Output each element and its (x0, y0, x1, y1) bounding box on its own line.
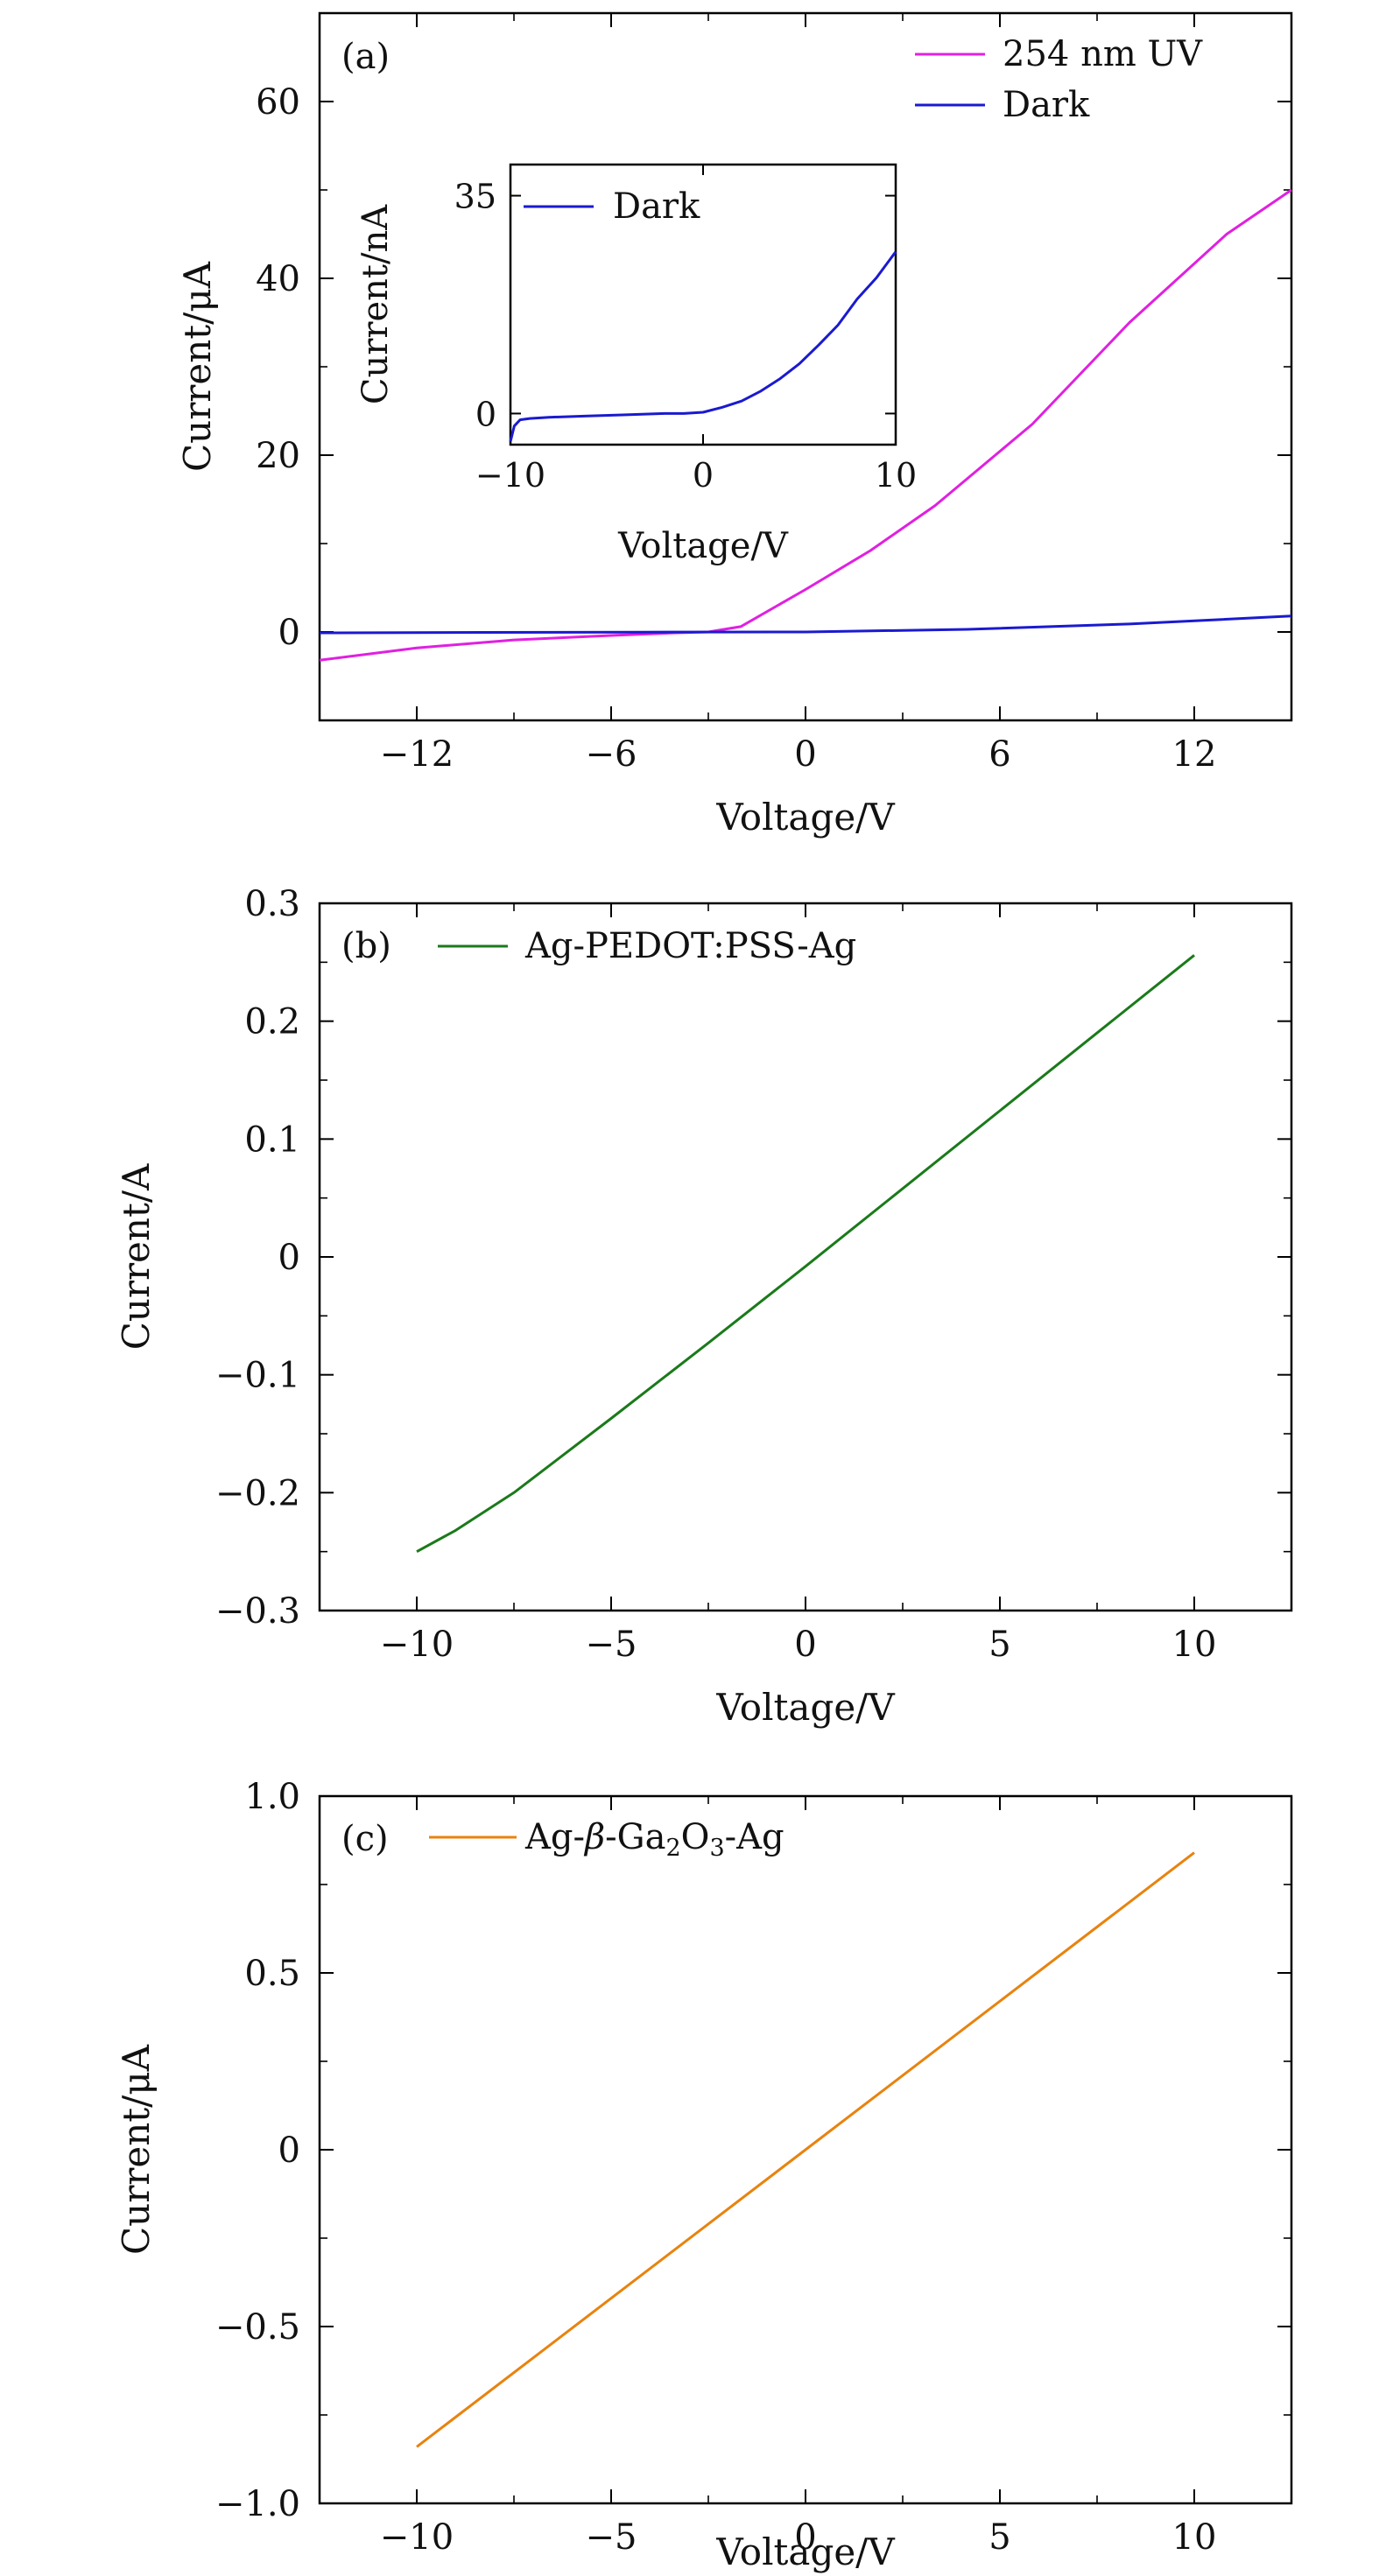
panel-a-y-axis-title: Current/μA (176, 261, 219, 472)
legend-label-uv: 254 nm UV (1003, 34, 1203, 74)
series-line-0 (319, 188, 1292, 662)
panel-b-frame (318, 902, 1293, 1612)
inset-frame (509, 163, 897, 446)
panel-b-tag: (b) (341, 926, 391, 966)
x-tick-label: 10 (1172, 1625, 1217, 1665)
y-tick-label: 0.2 (244, 1002, 300, 1042)
inset-x-ticks: −10 0 10 (475, 165, 917, 495)
legend-label-ga2o3: Ag-β-Ga2O3-Ag (524, 1817, 784, 1862)
x-tick-label: −5 (586, 1625, 637, 1665)
panel-c-series (416, 1851, 1195, 2448)
panel-b-legend: Ag-PEDOT:PSS-Ag (438, 926, 856, 966)
series-line-0 (509, 250, 897, 442)
x-tick-label: −6 (586, 734, 637, 775)
y-tick-label: 20 (256, 436, 300, 476)
x-tick-label: 10 (875, 456, 917, 495)
panel-c-tag: (c) (341, 1819, 389, 1859)
panel-a-y-ticks: 0 20 40 60 (256, 82, 1291, 653)
y-tick-label: 0 (278, 613, 300, 653)
legend-label-suffix: -Ag (725, 1817, 784, 1857)
panel-b-y-ticks: −0.3 −0.2 −0.1 0 0.1 0.2 0.3 (215, 884, 1291, 1632)
legend-label-prefix: Ag- (524, 1817, 585, 1857)
series-line-0 (416, 1851, 1195, 2448)
panel-a-inset: −10 0 10 0 35 Voltage/V Current/nA Dark (355, 163, 917, 566)
series-line-0 (416, 954, 1195, 1554)
x-tick-label: 6 (989, 734, 1010, 775)
panel-c-x-axis-title: Voltage/V (715, 2530, 895, 2573)
x-tick-label: 5 (989, 1625, 1010, 1665)
panel-c-legend: Ag-β-Ga2O3-Ag (429, 1817, 784, 1862)
legend-label-pedot: Ag-PEDOT:PSS-Ag (524, 926, 856, 966)
inset-series (509, 250, 897, 442)
x-tick-label: −5 (586, 2517, 637, 2558)
legend-label-o: O (681, 1817, 710, 1857)
panel-a-series (319, 188, 1292, 662)
x-tick-label: −10 (475, 456, 545, 495)
y-tick-label: −0.5 (215, 2307, 300, 2348)
inset-legend-label: Dark (613, 186, 700, 227)
y-tick-label: 1.0 (244, 1777, 300, 1817)
x-tick-label: 10 (1172, 2517, 1217, 2558)
x-tick-label: −10 (380, 1625, 454, 1665)
panel-a: (a) −12 −6 0 6 12 0 20 40 60 Voltage/V Current/… (176, 11, 1293, 839)
panel-b-x-ticks: −10 −5 0 5 10 (380, 903, 1217, 1665)
inset-y-axis-title: Current/nA (355, 204, 396, 404)
y-tick-label: 0.1 (244, 1120, 300, 1160)
inset-x-axis-title: Voltage/V (617, 526, 789, 566)
inset-legend: Dark (524, 186, 700, 227)
y-tick-label: 0.3 (244, 884, 300, 924)
x-tick-label: 0 (794, 1625, 816, 1665)
y-tick-label: 0 (278, 1238, 300, 1278)
x-tick-label: −10 (380, 2517, 454, 2558)
panel-c: (c) −10 −5 0 5 10 −1.0−0.500.51.0 Voltage/V … (115, 1777, 1293, 2573)
y-tick-label: −0.2 (215, 1473, 300, 1513)
legend-label-sub-3: 3 (709, 1835, 724, 1862)
y-tick-label: 35 (454, 178, 496, 216)
y-tick-label: −0.1 (215, 1356, 300, 1396)
inset-y-ticks: 0 35 (454, 178, 896, 433)
y-tick-label: −1.0 (215, 2484, 300, 2524)
panel-a-x-axis-title: Voltage/V (715, 796, 895, 839)
panel-b-x-axis-title: Voltage/V (715, 1686, 895, 1729)
legend-label-dark: Dark (1003, 85, 1090, 125)
y-tick-label: 40 (256, 259, 300, 299)
series-line-1 (319, 614, 1292, 635)
panel-a-x-ticks: −12 −6 0 6 12 (380, 13, 1217, 775)
x-tick-label: 12 (1172, 734, 1217, 775)
y-tick-label: 0 (475, 395, 496, 433)
legend-label-beta: β (583, 1817, 605, 1857)
panel-c-y-axis-title: Current/μA (115, 2044, 158, 2255)
panel-a-legend: 254 nm UV Dark (915, 34, 1203, 125)
x-tick-label: 0 (794, 734, 816, 775)
y-tick-label: 0.5 (244, 1954, 300, 1994)
legend-label-ga: -Ga (605, 1817, 665, 1857)
panel-a-tag: (a) (341, 37, 390, 77)
y-tick-label: −0.3 (215, 1591, 300, 1632)
x-tick-label: −12 (380, 734, 454, 775)
panel-b-series (416, 954, 1195, 1554)
y-tick-label: 60 (256, 82, 300, 123)
x-tick-label: 5 (989, 2517, 1010, 2558)
x-tick-label: 0 (794, 2517, 816, 2558)
panel-b-y-axis-title: Current/A (115, 1163, 158, 1350)
panel-c-y-ticks: −1.0 −0.5 0 0.5 1.0 (215, 1777, 1291, 2524)
y-tick-label: 0 (278, 2130, 300, 2171)
legend-label-sub-2: 2 (665, 1835, 680, 1862)
panel-c-x-ticks: −10 −5 0 5 10 (380, 1796, 1217, 2558)
panel-b: (b) −10 −5 0 5 10 −0.3 −0.2 −0.1 0 0.1 0.2 0.3 Vol… (115, 884, 1293, 1729)
x-tick-label: 0 (693, 456, 714, 495)
